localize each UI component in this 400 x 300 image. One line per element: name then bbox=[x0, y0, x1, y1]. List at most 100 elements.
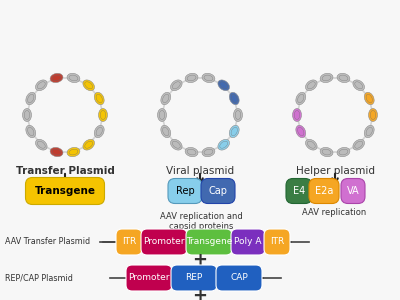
Text: Transfer Plasmid: Transfer Plasmid bbox=[16, 166, 114, 176]
Text: CAP: CAP bbox=[230, 274, 248, 283]
Text: Transgene: Transgene bbox=[186, 238, 232, 247]
Ellipse shape bbox=[172, 141, 180, 148]
Text: Rep: Rep bbox=[176, 186, 194, 196]
Ellipse shape bbox=[292, 109, 302, 122]
Ellipse shape bbox=[322, 75, 331, 81]
Ellipse shape bbox=[161, 125, 171, 138]
FancyBboxPatch shape bbox=[141, 229, 187, 255]
Ellipse shape bbox=[353, 139, 364, 150]
Ellipse shape bbox=[235, 110, 241, 119]
Ellipse shape bbox=[364, 125, 374, 138]
Ellipse shape bbox=[306, 80, 317, 91]
Ellipse shape bbox=[37, 141, 45, 148]
Ellipse shape bbox=[28, 94, 34, 103]
Ellipse shape bbox=[337, 147, 350, 157]
Ellipse shape bbox=[50, 147, 63, 157]
Text: Promoter: Promoter bbox=[128, 274, 170, 283]
Ellipse shape bbox=[231, 127, 237, 136]
FancyBboxPatch shape bbox=[26, 178, 104, 205]
Ellipse shape bbox=[52, 75, 61, 81]
FancyBboxPatch shape bbox=[171, 265, 217, 291]
Text: ITR: ITR bbox=[270, 238, 284, 247]
Ellipse shape bbox=[170, 80, 182, 91]
Ellipse shape bbox=[366, 127, 372, 136]
Ellipse shape bbox=[96, 127, 102, 136]
Ellipse shape bbox=[28, 127, 34, 136]
Ellipse shape bbox=[94, 92, 104, 105]
Text: Helper plasmid: Helper plasmid bbox=[296, 166, 374, 176]
Ellipse shape bbox=[339, 75, 348, 81]
Ellipse shape bbox=[229, 125, 239, 138]
FancyBboxPatch shape bbox=[126, 265, 172, 291]
Ellipse shape bbox=[298, 94, 304, 103]
Ellipse shape bbox=[320, 147, 333, 157]
Ellipse shape bbox=[370, 110, 376, 119]
Ellipse shape bbox=[172, 82, 180, 89]
Ellipse shape bbox=[320, 73, 333, 83]
Ellipse shape bbox=[100, 110, 106, 119]
FancyBboxPatch shape bbox=[186, 229, 232, 255]
Ellipse shape bbox=[67, 73, 80, 83]
Ellipse shape bbox=[85, 141, 93, 148]
Text: REP: REP bbox=[185, 274, 203, 283]
FancyBboxPatch shape bbox=[264, 229, 290, 255]
Ellipse shape bbox=[307, 82, 315, 89]
Text: Poly A: Poly A bbox=[234, 238, 262, 247]
Ellipse shape bbox=[50, 73, 63, 83]
Ellipse shape bbox=[306, 139, 317, 150]
Ellipse shape bbox=[231, 94, 237, 103]
Text: AAV replication: AAV replication bbox=[302, 208, 366, 217]
FancyBboxPatch shape bbox=[201, 178, 235, 203]
FancyBboxPatch shape bbox=[341, 178, 365, 203]
Ellipse shape bbox=[98, 109, 108, 122]
Ellipse shape bbox=[234, 109, 242, 122]
Ellipse shape bbox=[220, 141, 228, 148]
Text: Promoter: Promoter bbox=[143, 238, 185, 247]
Ellipse shape bbox=[307, 141, 315, 148]
Text: VA: VA bbox=[347, 186, 359, 196]
Ellipse shape bbox=[26, 125, 36, 138]
Ellipse shape bbox=[26, 92, 36, 105]
Ellipse shape bbox=[355, 82, 363, 89]
FancyBboxPatch shape bbox=[231, 229, 265, 255]
Ellipse shape bbox=[83, 139, 94, 150]
Ellipse shape bbox=[187, 149, 196, 155]
Ellipse shape bbox=[37, 82, 45, 89]
Text: AAV Transfer Plasmid: AAV Transfer Plasmid bbox=[5, 238, 90, 247]
Ellipse shape bbox=[296, 92, 306, 105]
Text: AAV replication and
capsid proteins: AAV replication and capsid proteins bbox=[160, 212, 242, 231]
Ellipse shape bbox=[187, 75, 196, 81]
FancyBboxPatch shape bbox=[168, 178, 202, 203]
FancyBboxPatch shape bbox=[309, 178, 339, 203]
Ellipse shape bbox=[94, 125, 104, 138]
FancyBboxPatch shape bbox=[116, 229, 142, 255]
Ellipse shape bbox=[202, 73, 215, 83]
Ellipse shape bbox=[204, 149, 213, 155]
Text: E2a: E2a bbox=[315, 186, 333, 196]
Ellipse shape bbox=[163, 127, 169, 136]
Ellipse shape bbox=[294, 110, 300, 119]
Text: Viral plasmid: Viral plasmid bbox=[166, 166, 234, 176]
Ellipse shape bbox=[22, 109, 32, 122]
Text: E4: E4 bbox=[293, 186, 305, 196]
Ellipse shape bbox=[218, 80, 230, 91]
Ellipse shape bbox=[52, 149, 61, 155]
Ellipse shape bbox=[220, 82, 228, 89]
Ellipse shape bbox=[298, 127, 304, 136]
Ellipse shape bbox=[229, 92, 239, 105]
FancyBboxPatch shape bbox=[286, 178, 312, 203]
Ellipse shape bbox=[85, 82, 93, 89]
Ellipse shape bbox=[69, 75, 78, 81]
Ellipse shape bbox=[159, 110, 165, 119]
Ellipse shape bbox=[339, 149, 348, 155]
Ellipse shape bbox=[36, 80, 47, 91]
Ellipse shape bbox=[366, 94, 372, 103]
Ellipse shape bbox=[355, 141, 363, 148]
Ellipse shape bbox=[353, 80, 364, 91]
Text: Cap: Cap bbox=[208, 186, 228, 196]
Text: +: + bbox=[192, 287, 208, 300]
Ellipse shape bbox=[163, 94, 169, 103]
Ellipse shape bbox=[337, 73, 350, 83]
Ellipse shape bbox=[368, 109, 378, 122]
Ellipse shape bbox=[67, 147, 80, 157]
